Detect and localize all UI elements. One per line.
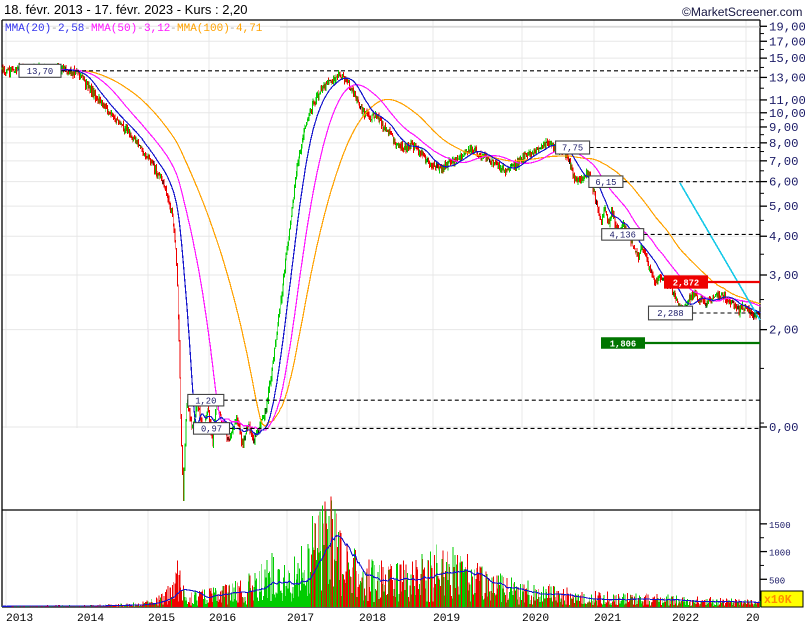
svg-text:6,00: 6,00 [769, 176, 799, 190]
svg-text:500: 500 [769, 576, 785, 586]
svg-text:-: - [84, 23, 91, 35]
svg-text:2020: 2020 [522, 613, 549, 625]
svg-text:3,12: 3,12 [144, 23, 170, 35]
svg-text:2021: 2021 [594, 613, 621, 625]
svg-text:2,58: 2,58 [58, 23, 84, 35]
svg-text:2016: 2016 [209, 613, 236, 625]
svg-text:5,00: 5,00 [769, 200, 799, 214]
svg-text:2019: 2019 [433, 613, 460, 625]
svg-text:15,00: 15,00 [769, 52, 805, 66]
svg-text:-: - [51, 23, 58, 35]
svg-text:0,97: 0,97 [201, 425, 222, 435]
svg-text:4,00: 4,00 [769, 230, 799, 244]
svg-text:-: - [229, 23, 236, 35]
svg-text:MMA(50): MMA(50) [91, 23, 137, 35]
svg-text:7,00: 7,00 [769, 155, 799, 169]
svg-text:2014: 2014 [77, 613, 104, 625]
svg-text:4,71: 4,71 [236, 23, 263, 35]
svg-text:19,00: 19,00 [769, 20, 805, 34]
svg-text:0,00: 0,00 [769, 421, 799, 435]
svg-text:10,00: 10,00 [769, 107, 805, 121]
svg-text:2,872: 2,872 [673, 278, 699, 288]
svg-text:1,806: 1,806 [610, 339, 636, 349]
svg-text:13,00: 13,00 [769, 71, 805, 85]
svg-text:1000: 1000 [769, 549, 791, 559]
svg-text:2018: 2018 [359, 613, 386, 625]
svg-text:20: 20 [746, 613, 760, 625]
svg-text:1500: 1500 [769, 521, 791, 531]
svg-text:2022: 2022 [672, 613, 699, 625]
svg-text:7,75: 7,75 [562, 144, 583, 154]
svg-text:6,15: 6,15 [595, 178, 616, 188]
svg-text:8,00: 8,00 [769, 137, 799, 151]
svg-text:2,00: 2,00 [769, 324, 799, 338]
svg-text:17,00: 17,00 [769, 35, 805, 49]
svg-text:9,00: 9,00 [769, 121, 799, 135]
svg-text:1,20: 1,20 [195, 396, 216, 406]
svg-text:MMA(20): MMA(20) [5, 23, 51, 35]
svg-text:x10K: x10K [764, 594, 792, 607]
svg-text:MMA(100): MMA(100) [177, 23, 230, 35]
svg-text:2015: 2015 [148, 613, 175, 625]
svg-text:13,70: 13,70 [27, 67, 53, 77]
svg-text:4,136: 4,136 [609, 231, 635, 241]
svg-text:2,288: 2,288 [657, 309, 683, 319]
svg-text:-: - [137, 23, 144, 35]
svg-text:2017: 2017 [287, 613, 314, 625]
svg-text:3,00: 3,00 [769, 269, 799, 283]
svg-text:2013: 2013 [6, 613, 33, 625]
svg-text:-: - [170, 23, 177, 35]
